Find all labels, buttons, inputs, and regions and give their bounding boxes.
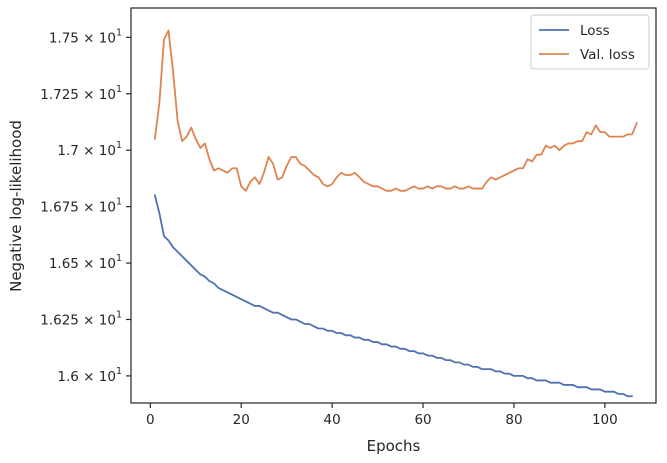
y-tick-base: × 10 bbox=[79, 143, 116, 159]
y-tick-mantissa: 1.675 bbox=[40, 200, 79, 216]
y-tick-mantissa: 1.6 bbox=[57, 369, 78, 385]
y-tick-exponent: 1 bbox=[116, 84, 122, 95]
y-tick-mantissa: 1.65 bbox=[49, 256, 79, 272]
y-tick-label: 1.65 × 101 bbox=[49, 253, 122, 272]
y-tick-exponent: 1 bbox=[116, 197, 122, 208]
x-axis-label: Epochs bbox=[367, 437, 421, 455]
y-tick-label: 1.725 × 101 bbox=[40, 84, 122, 103]
y-tick-exponent: 1 bbox=[116, 27, 122, 38]
x-tick-label: 40 bbox=[324, 412, 341, 428]
x-tick-label: 60 bbox=[414, 412, 431, 428]
y-tick-base: × 10 bbox=[79, 312, 116, 328]
x-tick-label: 80 bbox=[505, 412, 522, 428]
y-tick-label: 1.675 × 101 bbox=[40, 197, 122, 216]
x-tick-label: 100 bbox=[592, 412, 618, 428]
legend: Loss Val. loss bbox=[530, 14, 650, 70]
legend-box bbox=[530, 14, 650, 70]
legend-label-val-loss: Val. loss bbox=[580, 47, 635, 63]
x-tick-label: 0 bbox=[146, 412, 155, 428]
y-tick-mantissa: 1.725 bbox=[40, 87, 79, 103]
y-tick-base: × 10 bbox=[79, 369, 116, 385]
y-tick-mantissa: 1.7 bbox=[57, 143, 78, 159]
y-tick-exponent: 1 bbox=[116, 253, 122, 264]
y-axis-label: Negative log-likelihood bbox=[7, 120, 25, 292]
y-tick-label: 1.6 × 101 bbox=[57, 366, 122, 385]
y-tick-base: × 10 bbox=[79, 256, 116, 272]
y-tick-exponent: 1 bbox=[116, 366, 122, 377]
y-tick-mantissa: 1.75 bbox=[49, 30, 79, 46]
series-line-val-loss bbox=[153, 29, 638, 192]
y-tick-label: 1.75 × 101 bbox=[49, 27, 122, 46]
y-tick-label: 1.625 × 101 bbox=[40, 309, 122, 328]
y-tick-label: 1.7 × 101 bbox=[57, 140, 122, 159]
plot-marks bbox=[153, 29, 638, 398]
y-tick-exponent: 1 bbox=[116, 140, 122, 151]
y-tick-base: × 10 bbox=[79, 200, 116, 216]
y-tick-base: × 10 bbox=[79, 87, 116, 103]
legend-label-loss: Loss bbox=[580, 23, 610, 39]
y-tick-mantissa: 1.625 bbox=[40, 312, 79, 328]
y-tick-exponent: 1 bbox=[116, 309, 122, 320]
x-tick-label: 20 bbox=[233, 412, 250, 428]
x-axis: 0 20 40 60 80 100 bbox=[146, 403, 618, 428]
y-tick-base: × 10 bbox=[79, 30, 116, 46]
plot-frame bbox=[130, 7, 657, 404]
series-line-loss bbox=[153, 194, 634, 398]
